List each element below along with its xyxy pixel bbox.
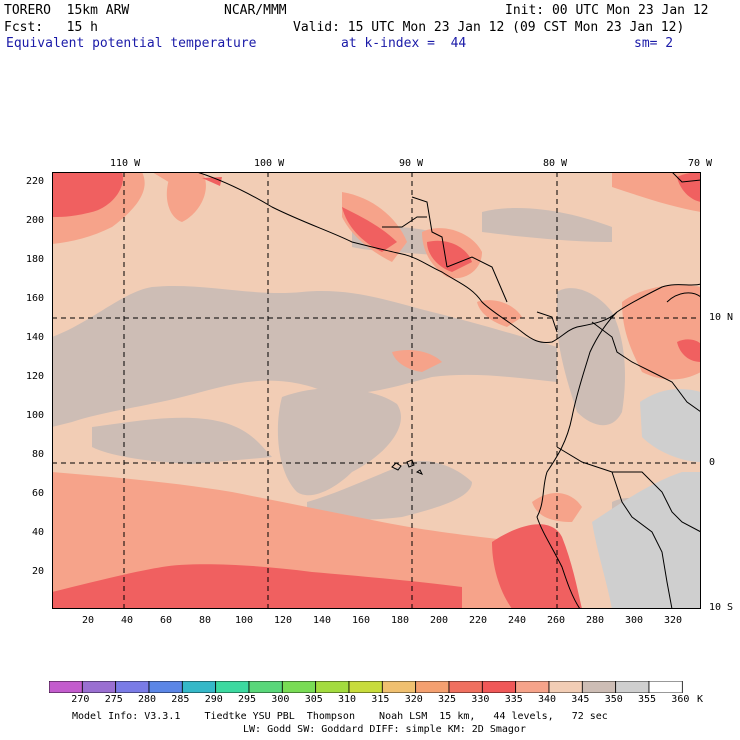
colorbar-label: 295	[238, 694, 257, 705]
colorbar-label: 275	[104, 694, 123, 705]
level-label: at k-index = 44	[341, 36, 467, 51]
lat-label-10s: 10 S	[709, 602, 734, 613]
colorbar-swatch	[248, 681, 283, 693]
colorbar-swatch	[448, 681, 483, 693]
model-info-line2: LW: Godd SW: Goddard DIFF: simple KM: 2D…	[243, 724, 526, 735]
x-tick: 80	[199, 615, 212, 626]
colorbar-label: 350	[604, 694, 623, 705]
x-tick: 120	[274, 615, 293, 626]
lon-label-80w: 80 W	[543, 158, 568, 169]
model-title: TORERO 15km ARW	[4, 3, 130, 18]
x-tick: 160	[352, 615, 371, 626]
colorbar-swatch	[181, 681, 217, 693]
smoothing-label: sm= 2	[634, 36, 674, 51]
lon-label-100w: 100 W	[254, 158, 285, 169]
x-tick: 60	[160, 615, 173, 626]
lat-label-10n: 10 N	[709, 312, 734, 323]
y-tick: 20	[32, 566, 45, 577]
x-tick: 180	[391, 615, 410, 626]
x-tick: 220	[469, 615, 488, 626]
colorbar-swatch	[615, 681, 650, 693]
colorbar-swatch	[548, 681, 583, 693]
x-tick: 200	[430, 615, 449, 626]
colorbar-swatch	[515, 681, 550, 693]
forecast-hour: Fcst: 15 h	[4, 20, 98, 35]
colorbar-label: 290	[204, 694, 223, 705]
lat-label-eq: 0	[709, 457, 716, 468]
y-tick: 200	[26, 215, 45, 226]
y-tick: 100	[26, 410, 45, 421]
colorbar-swatch	[481, 681, 517, 693]
colorbar-label: 345	[571, 694, 590, 705]
x-tick: 280	[586, 615, 605, 626]
light-gray-regions	[592, 389, 701, 609]
colorbar-swatch	[415, 681, 450, 693]
colorbar-label: 315	[371, 694, 390, 705]
colorbar-label: 285	[171, 694, 190, 705]
y-tick: 120	[26, 371, 45, 382]
colorbar-swatch	[315, 681, 350, 693]
colorbar-label: 335	[504, 694, 523, 705]
colorbar-label: 300	[271, 694, 290, 705]
y-tick: 220	[26, 176, 45, 187]
theta-e-map	[52, 172, 701, 609]
colorbar-label: 325	[438, 694, 457, 705]
x-tick: 260	[547, 615, 566, 626]
model-info-line1: Model Info: V3.3.1 Tiedtke YSU PBL Thomp…	[72, 711, 608, 722]
colorbar-swatch	[348, 681, 383, 693]
x-tick: 40	[121, 615, 134, 626]
y-tick: 60	[32, 488, 45, 499]
colorbar-label: 280	[138, 694, 157, 705]
colorbar-swatch	[148, 681, 183, 693]
colorbar-swatch	[581, 681, 617, 693]
colorbar-label: 270	[71, 694, 90, 705]
colorbar-unit: K	[697, 694, 704, 705]
colorbar-label: 320	[404, 694, 423, 705]
colorbar-label: 340	[538, 694, 557, 705]
institution-label: NCAR/MMM	[224, 3, 287, 18]
lon-label-90w: 90 W	[399, 158, 424, 169]
x-tick: 20	[82, 615, 95, 626]
colorbar-swatch	[49, 681, 83, 693]
red-regions	[52, 172, 701, 609]
y-tick: 180	[26, 254, 45, 265]
colorbar-label: 355	[638, 694, 657, 705]
x-tick: 100	[235, 615, 254, 626]
colorbar-swatch	[81, 681, 117, 693]
x-tick: 320	[664, 615, 683, 626]
colorbar-swatch	[281, 681, 317, 693]
y-tick: 80	[32, 449, 45, 460]
y-tick: 40	[32, 527, 45, 538]
colorbar	[49, 681, 683, 693]
colorbar-label: 305	[304, 694, 323, 705]
y-tick: 140	[26, 332, 45, 343]
lat-lon-grid	[52, 172, 701, 609]
lon-label-110w: 110 W	[110, 158, 141, 169]
coastlines	[196, 172, 701, 609]
colorbar-label: 330	[471, 694, 490, 705]
valid-time: Valid: 15 UTC Mon 23 Jan 12 (09 CST Mon …	[293, 20, 685, 35]
x-tick: 300	[625, 615, 644, 626]
x-tick: 140	[313, 615, 332, 626]
colorbar-swatch	[215, 681, 250, 693]
y-tick: 160	[26, 293, 45, 304]
colorbar-swatch	[115, 681, 150, 693]
colorbar-label: 310	[338, 694, 357, 705]
x-tick: 240	[508, 615, 527, 626]
colorbar-swatch	[381, 681, 417, 693]
colorbar-label: 360	[671, 694, 690, 705]
map-frame	[52, 172, 701, 609]
colorbar-swatch	[648, 681, 683, 693]
init-time: Init: 00 UTC Mon 23 Jan 12	[505, 3, 709, 18]
field-name: Equivalent potential temperature	[6, 36, 257, 51]
lon-label-70w: 70 W	[688, 158, 713, 169]
